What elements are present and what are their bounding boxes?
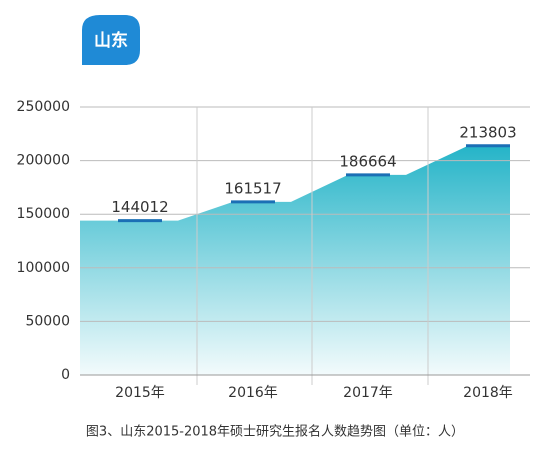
value-label: 186664	[339, 152, 396, 170]
badge: 山东	[94, 30, 128, 51]
value-label: 213803	[459, 123, 516, 141]
y-tick-label: 150000	[17, 206, 70, 222]
y-tick-label: 250000	[17, 99, 70, 115]
y-tick-label: 200000	[17, 153, 70, 169]
y-tick-label: 100000	[17, 260, 70, 276]
x-tick-label: 2018年	[463, 385, 513, 401]
badge-shape	[82, 15, 140, 65]
y-tick-label: 0	[61, 367, 70, 383]
area-fill	[80, 145, 510, 375]
caption: 图3、山东2015-2018年硕士研究生报名人数趋势图（单位：人）	[86, 424, 464, 440]
x-tick-label: 2016年	[228, 385, 278, 401]
x-tick-label: 2017年	[343, 385, 393, 401]
x-tick-label: 2015年	[115, 385, 165, 401]
value-label: 144012	[111, 198, 168, 216]
y-tick-label: 50000	[25, 313, 70, 329]
value-label: 161517	[224, 179, 281, 197]
